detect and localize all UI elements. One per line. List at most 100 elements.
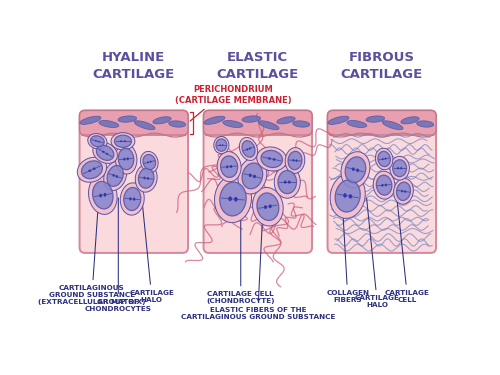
Ellipse shape (88, 134, 107, 149)
Ellipse shape (226, 165, 228, 168)
Ellipse shape (335, 180, 360, 212)
Ellipse shape (80, 116, 101, 124)
Ellipse shape (133, 198, 136, 201)
Ellipse shape (396, 182, 410, 201)
Ellipse shape (93, 142, 118, 164)
FancyBboxPatch shape (204, 111, 312, 253)
Ellipse shape (102, 151, 104, 153)
Ellipse shape (401, 117, 419, 124)
Ellipse shape (116, 175, 118, 178)
Ellipse shape (118, 116, 137, 122)
Text: CARTILAGE CELL
(CHONDROCYTE): CARTILAGE CELL (CHONDROCYTE) (206, 206, 275, 304)
Text: PERICHONDRIUM
(CARTILAGE MEMBRANE): PERICHONDRIUM (CARTILAGE MEMBRANE) (174, 86, 292, 121)
Ellipse shape (284, 180, 286, 184)
Ellipse shape (124, 188, 141, 210)
Ellipse shape (168, 121, 186, 127)
Text: CARTILAGE
HALO: CARTILAGE HALO (129, 183, 174, 303)
Ellipse shape (111, 133, 135, 150)
Ellipse shape (214, 176, 252, 223)
Ellipse shape (220, 156, 238, 177)
Ellipse shape (356, 168, 359, 172)
Ellipse shape (95, 140, 97, 142)
Ellipse shape (92, 168, 96, 170)
Ellipse shape (330, 173, 365, 218)
Ellipse shape (78, 157, 106, 182)
Ellipse shape (292, 159, 294, 162)
Ellipse shape (104, 161, 126, 190)
Ellipse shape (104, 193, 106, 197)
Ellipse shape (234, 197, 237, 202)
Ellipse shape (214, 136, 229, 154)
Text: ELASTIC FIBERS OF THE
CARTILAGINOUS GROUND SUBSTANCE: ELASTIC FIBERS OF THE CARTILAGINOUS GROU… (180, 190, 335, 320)
Ellipse shape (344, 193, 346, 198)
FancyBboxPatch shape (80, 111, 188, 135)
Ellipse shape (376, 175, 392, 195)
Ellipse shape (268, 204, 272, 208)
Ellipse shape (397, 167, 399, 170)
Ellipse shape (384, 184, 387, 186)
Ellipse shape (328, 116, 349, 124)
Ellipse shape (88, 176, 117, 214)
Ellipse shape (378, 151, 390, 166)
Text: ELASTIC
CARTILAGE: ELASTIC CARTILAGE (216, 51, 299, 81)
Ellipse shape (373, 171, 395, 199)
Ellipse shape (118, 148, 134, 170)
Text: FIBROUS
CARTILAGE: FIBROUS CARTILAGE (340, 51, 423, 81)
Ellipse shape (147, 177, 149, 180)
Ellipse shape (220, 182, 246, 216)
Ellipse shape (204, 116, 225, 124)
Ellipse shape (345, 157, 366, 183)
Ellipse shape (242, 163, 262, 189)
Ellipse shape (400, 167, 402, 170)
Ellipse shape (120, 183, 144, 215)
Ellipse shape (143, 154, 156, 170)
Ellipse shape (246, 148, 248, 151)
Ellipse shape (382, 121, 403, 130)
Ellipse shape (98, 141, 100, 142)
Ellipse shape (136, 164, 157, 192)
Ellipse shape (394, 178, 413, 204)
Ellipse shape (416, 121, 434, 127)
Ellipse shape (220, 144, 221, 146)
Text: CARTILAGE
HALO: CARTILAGE HALO (354, 198, 400, 308)
Ellipse shape (404, 190, 406, 193)
Ellipse shape (257, 193, 279, 220)
Ellipse shape (272, 158, 276, 160)
Ellipse shape (278, 171, 296, 194)
Ellipse shape (390, 156, 409, 180)
Ellipse shape (222, 144, 224, 146)
Ellipse shape (249, 147, 250, 150)
Ellipse shape (352, 167, 354, 171)
Text: COLLAGEN
FIBERS: COLLAGEN FIBERS (326, 190, 369, 303)
Ellipse shape (256, 147, 287, 171)
Ellipse shape (288, 180, 290, 184)
Ellipse shape (258, 121, 279, 130)
Ellipse shape (120, 140, 122, 142)
Ellipse shape (228, 196, 232, 201)
Ellipse shape (99, 120, 119, 128)
Ellipse shape (230, 165, 232, 168)
Ellipse shape (348, 194, 352, 199)
Ellipse shape (150, 160, 152, 163)
Ellipse shape (288, 151, 302, 170)
Ellipse shape (382, 184, 384, 187)
Ellipse shape (126, 157, 129, 160)
Ellipse shape (144, 177, 146, 179)
Ellipse shape (134, 121, 155, 130)
Text: CARTILAGINOUS
GROUND SUBSTANCE
(EXTRACELLULAR MATRIX): CARTILAGINOUS GROUND SUBSTANCE (EXTRACEL… (38, 186, 146, 305)
Ellipse shape (82, 161, 102, 178)
Ellipse shape (249, 174, 252, 177)
FancyBboxPatch shape (204, 111, 312, 135)
FancyBboxPatch shape (328, 111, 436, 135)
Ellipse shape (92, 182, 113, 209)
Ellipse shape (296, 159, 298, 162)
Ellipse shape (264, 205, 267, 209)
Ellipse shape (341, 152, 370, 188)
Ellipse shape (252, 188, 283, 226)
Ellipse shape (382, 158, 384, 160)
Ellipse shape (366, 116, 384, 122)
Ellipse shape (384, 158, 386, 160)
Text: CARTILAGE
CELL: CARTILAGE CELL (385, 190, 430, 303)
Ellipse shape (107, 165, 124, 186)
Ellipse shape (253, 175, 256, 178)
